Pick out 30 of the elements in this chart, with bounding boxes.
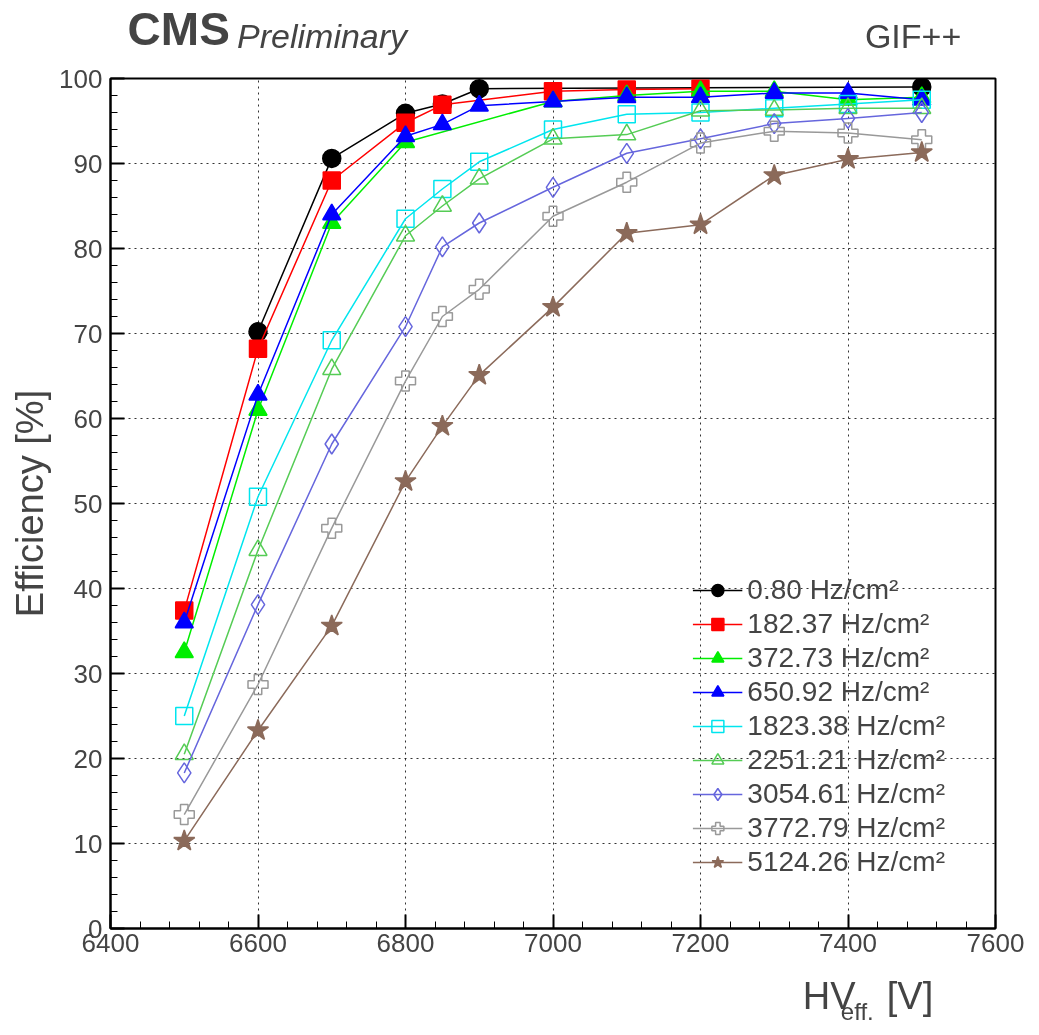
y-tick-label: 90 [73, 148, 103, 179]
y-tick-label: 80 [73, 233, 103, 264]
x-axis-title: HVeff. [V] [802, 974, 934, 1025]
legend-label: 650.92 Hz/cm² [747, 676, 930, 708]
y-axis-title: Efficiency [%] [9, 389, 52, 618]
y-tick-label: 30 [73, 658, 103, 689]
y-tick-label: 40 [73, 573, 103, 604]
y-tick-label: 50 [73, 488, 103, 519]
y-tick-label: 10 [73, 828, 103, 859]
legend-label: 0.80 Hz/cm² [747, 574, 899, 606]
x-tick-label: 6600 [229, 927, 287, 958]
legend-label: 5124.26 Hz/cm² [747, 846, 945, 878]
x-tick-label: 7600 [966, 927, 1025, 958]
legend-label: 1823.38 Hz/cm² [747, 710, 945, 742]
legend-label: 2251.21 Hz/cm² [747, 744, 945, 776]
legend-label: 3054.61 Hz/cm² [747, 778, 945, 810]
legend-label: 182.37 Hz/cm² [747, 608, 930, 640]
y-tick-label: 60 [73, 403, 103, 434]
chart-title: CMS [127, 2, 230, 55]
legend-label: 3772.79 Hz/cm² [747, 812, 945, 844]
x-tick-label: 7200 [671, 927, 730, 958]
y-tick-label: 20 [73, 743, 103, 774]
x-tick-label: 7400 [819, 927, 877, 958]
x-tick-label: 7000 [524, 927, 582, 958]
text: GIF++ [864, 16, 962, 55]
y-tick-label: 70 [73, 318, 103, 349]
y-tick-label: 100 [59, 63, 103, 94]
chart-subtitle: Preliminary [237, 16, 410, 55]
legend-label: 372.73 Hz/cm² [747, 642, 930, 674]
x-tick-label: 6800 [376, 927, 435, 958]
